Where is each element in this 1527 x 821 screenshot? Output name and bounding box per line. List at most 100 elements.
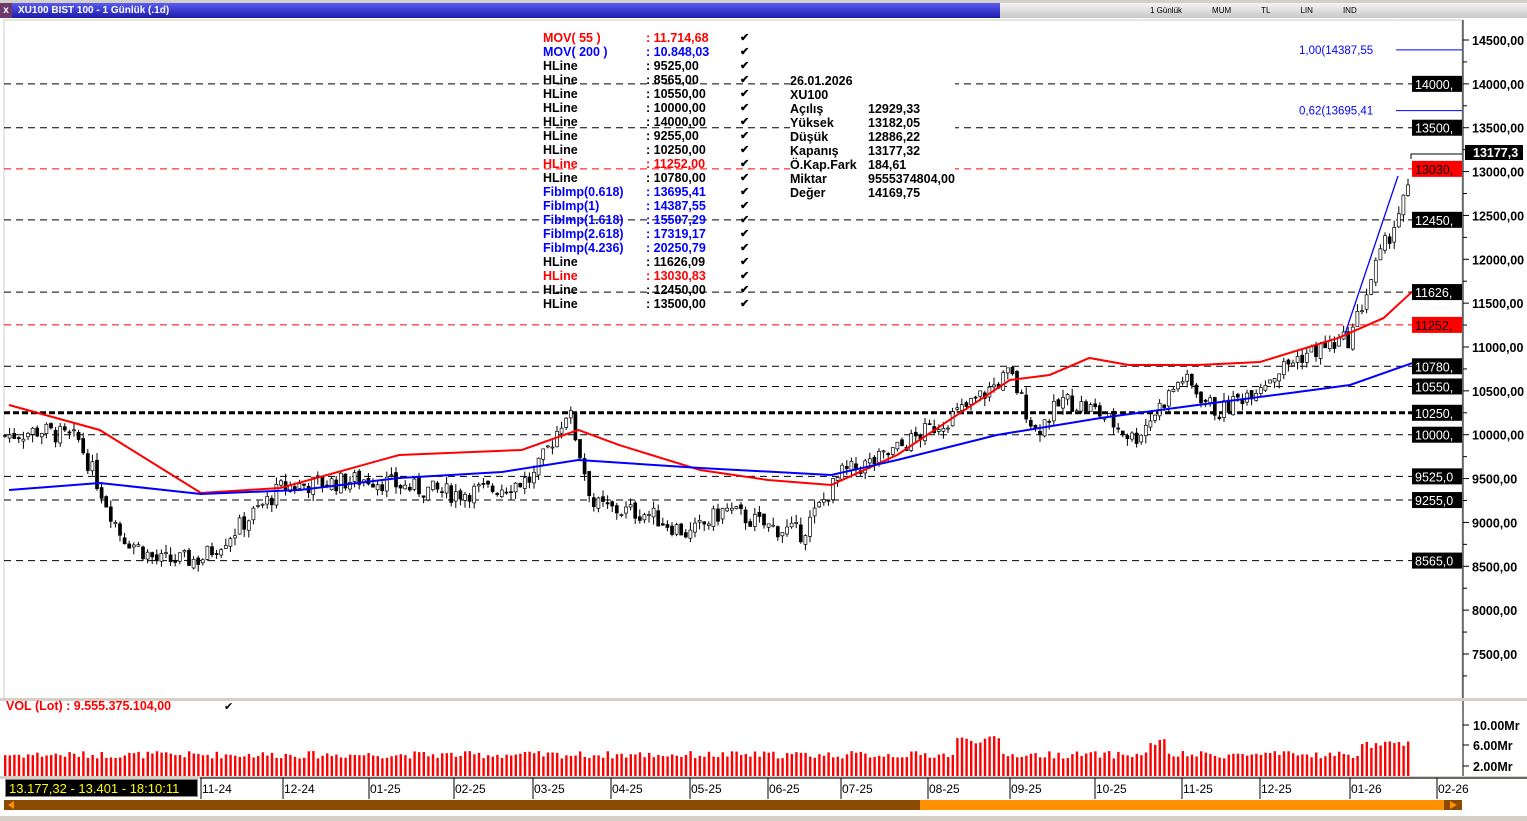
visibility-check-icon[interactable]: ✔: [740, 144, 750, 156]
candle-body: [1084, 401, 1088, 412]
hline-label-box: [1412, 284, 1462, 301]
volume-bar: [206, 754, 209, 776]
visibility-check-icon[interactable]: ✔: [740, 74, 750, 86]
info-value: 12886,22: [868, 130, 921, 144]
legend-value: : 11.714,68: [646, 31, 709, 45]
volume-bar: [1177, 756, 1180, 776]
visibility-check-icon[interactable]: ✔: [740, 46, 750, 58]
candle-body: [702, 521, 707, 525]
candle-body: [104, 496, 109, 508]
volume-bar: [234, 755, 237, 776]
toolbar-indicators[interactable]: IND: [1342, 6, 1357, 15]
x-tick-label: 02-25: [455, 782, 486, 796]
candle-body: [384, 476, 389, 492]
candle-body: [1401, 194, 1406, 216]
volume-bar: [859, 751, 862, 776]
close-button[interactable]: x: [0, 3, 12, 18]
visibility-check-icon[interactable]: ✔: [740, 32, 750, 44]
toolbar-chart-type[interactable]: MUM: [1212, 6, 1232, 15]
candle-body: [964, 402, 969, 407]
toolbar-interval[interactable]: 1 Günlük: [1150, 6, 1183, 15]
visibility-check-icon[interactable]: ✔: [740, 228, 750, 240]
volume-bar: [1296, 755, 1299, 776]
candle-body: [1212, 397, 1217, 416]
candle-body: [472, 485, 477, 504]
legend-value: : 17319,17: [646, 227, 706, 241]
visibility-check-icon[interactable]: ✔: [740, 60, 750, 72]
visibility-check-icon[interactable]: ✔: [740, 242, 750, 254]
volume-bar: [151, 753, 154, 776]
legend-value: : 8565,00: [646, 73, 699, 87]
info-value: 13177,32: [868, 144, 921, 158]
candle-body: [260, 503, 265, 506]
legend-row: FibImp(4.236): 20250,79 ✔: [543, 241, 754, 255]
info-row: Kapanış 13177,32: [790, 144, 955, 158]
legend-name: HLine: [543, 255, 578, 269]
toolbar-scale[interactable]: LIN: [1300, 6, 1313, 15]
volume-bar: [496, 754, 499, 776]
legend-row: FibImp(1.618): 15507,29 ✔: [543, 213, 754, 227]
volume-bar: [634, 754, 637, 776]
y-tick-label: 12500,00: [1472, 209, 1524, 223]
visibility-check-icon[interactable]: ✔: [740, 102, 750, 114]
volume-bar: [1195, 756, 1198, 776]
volume-tick-label: 2.00Mr: [1473, 760, 1513, 774]
candle-body: [973, 396, 978, 399]
candle-body: [739, 504, 743, 509]
volume-bar: [1402, 745, 1405, 776]
candle-body: [394, 472, 398, 488]
visibility-check-icon[interactable]: ✔: [740, 116, 750, 128]
candle-body: [1166, 390, 1171, 407]
volume-bar: [1039, 757, 1042, 776]
volume-bar: [303, 757, 306, 776]
visibility-check-icon[interactable]: ✔: [740, 270, 750, 282]
visibility-check-icon[interactable]: ✔: [740, 186, 750, 198]
volume-bar: [1292, 753, 1295, 776]
visibility-check-icon[interactable]: ✔: [740, 298, 750, 310]
candle-body: [26, 432, 30, 438]
volume-bar: [579, 751, 582, 776]
volume-bar: [735, 751, 738, 776]
volume-bar: [970, 740, 973, 776]
info-row: Yüksek 13182,05: [790, 116, 955, 130]
chart-canvas[interactable]: 1,00(14387,55 0,62(13695,41 14500,00 14000,…: [0, 18, 1527, 816]
volume-check-icon[interactable]: ✔: [224, 701, 234, 713]
volume-bar: [937, 754, 941, 776]
toolbar-currency[interactable]: TL: [1261, 6, 1271, 15]
legend-value: : 11626,09: [646, 255, 706, 269]
volume-bar: [188, 751, 191, 776]
volume-bar: [592, 755, 596, 776]
y-tick-label: 10500,00: [1472, 385, 1524, 399]
candle-body: [1295, 356, 1300, 363]
candle-body: [725, 507, 730, 512]
candle-body: [1281, 361, 1286, 375]
visibility-check-icon[interactable]: ✔: [740, 172, 750, 184]
visibility-check-icon[interactable]: ✔: [740, 200, 750, 212]
visibility-check-icon[interactable]: ✔: [740, 256, 750, 268]
volume-bar: [510, 755, 513, 776]
visibility-check-icon[interactable]: ✔: [740, 158, 750, 170]
volume-bar: [326, 753, 329, 776]
volume-bar: [109, 757, 113, 776]
candle-body: [196, 557, 201, 565]
hline-label: 10550,: [1415, 380, 1453, 394]
volume-bar: [1006, 756, 1010, 776]
candle-body: [1392, 227, 1397, 243]
hline-label: 13030,: [1415, 163, 1453, 177]
candle-body: [550, 446, 555, 449]
visibility-check-icon[interactable]: ✔: [740, 130, 750, 142]
volume-bar: [1287, 751, 1290, 776]
volume-bar: [376, 756, 379, 776]
visibility-check-icon[interactable]: ✔: [740, 88, 750, 100]
price-chart[interactable]: 1,00(14387,55 0,62(13695,41 14500,00 14000,…: [0, 18, 1527, 816]
volume-bar: [1089, 752, 1092, 776]
y-tick-label: 7500,00: [1472, 648, 1517, 662]
visibility-check-icon[interactable]: ✔: [740, 284, 750, 296]
volume-bar: [1048, 751, 1051, 776]
volume-bar: [763, 751, 766, 776]
volume-bar: [312, 751, 315, 776]
volume-bar: [1407, 741, 1410, 776]
visibility-check-icon[interactable]: ✔: [740, 214, 750, 226]
scrollbar-thumb[interactable]: [920, 800, 1444, 810]
volume-bar: [450, 752, 453, 776]
